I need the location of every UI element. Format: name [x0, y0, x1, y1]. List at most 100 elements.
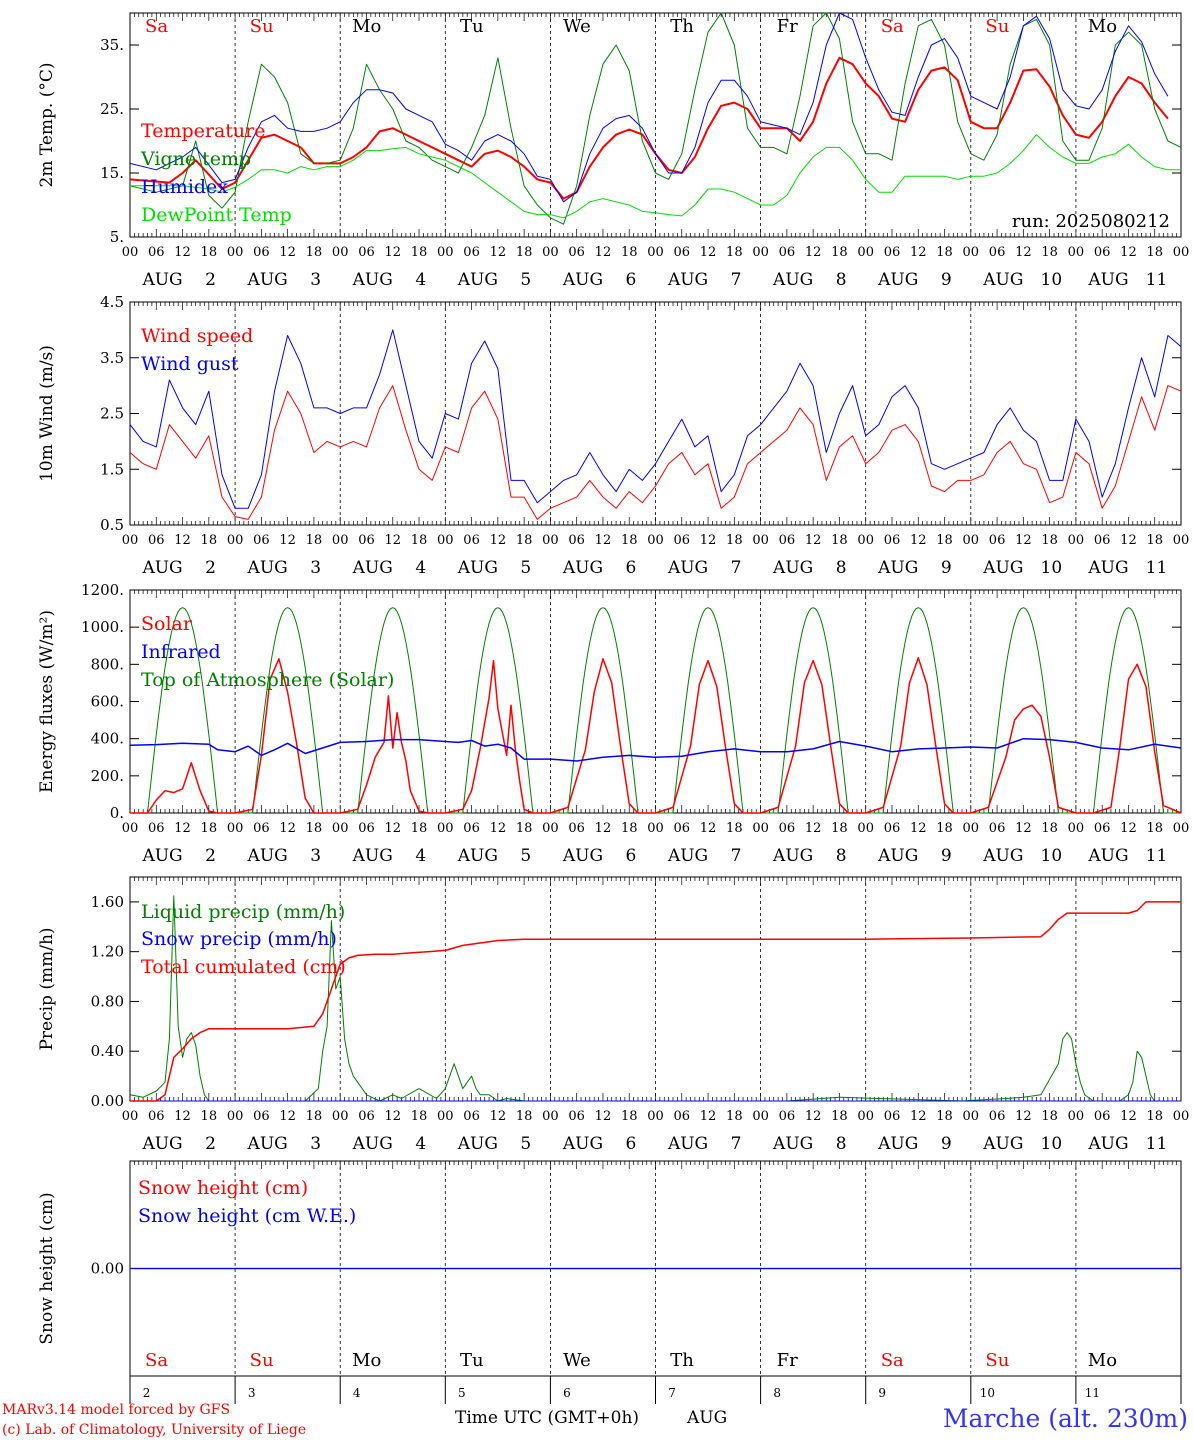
month-label: AUG: [141, 1134, 182, 1154]
date-label: 3: [310, 270, 321, 290]
y-tick-label: 0.5: [100, 516, 124, 534]
hour-label: 18: [831, 1109, 848, 1124]
date-label: 8: [836, 270, 847, 290]
month-label: AUG: [667, 846, 708, 866]
hour-label: 12: [279, 533, 296, 548]
legend-entry: Solar: [141, 613, 193, 635]
hour-label: 00: [857, 1109, 874, 1124]
hour-label: 00: [122, 821, 139, 836]
hour-label: 00: [963, 1109, 980, 1124]
hour-label: 12: [384, 245, 401, 260]
date-label: 10: [1041, 558, 1063, 578]
panel-3: 0. 200. 400. 600. 800. 1000. 1200. Energy fluxe…: [37, 581, 1189, 866]
hour-label: 00: [647, 533, 664, 548]
hour-label: 00: [122, 533, 139, 548]
month-label: AUG: [772, 1134, 813, 1154]
date-label: 7: [731, 1134, 742, 1154]
weekday-label-bottom: Mo: [352, 1350, 381, 1371]
date-label: 2: [205, 558, 216, 578]
date-label: 3: [310, 558, 321, 578]
hour-label: 00: [1173, 821, 1190, 836]
hour-label: 12: [910, 245, 927, 260]
legend-entry: Total cumulated (cm): [141, 956, 346, 978]
hour-label: 18: [1146, 1109, 1163, 1124]
hour-label: 18: [621, 821, 638, 836]
hour-label: 12: [384, 821, 401, 836]
month-label: AUG: [457, 846, 498, 866]
hour-label: 00: [227, 821, 244, 836]
series-line-dewpoint-temp: [130, 134, 1181, 219]
month-label: AUG: [982, 558, 1023, 578]
y-tick-label: 0.: [110, 804, 124, 822]
date-label: 10: [1041, 270, 1063, 290]
hour-label: 00: [542, 245, 559, 260]
weekday-label-top: Sa: [881, 16, 904, 37]
hour-label: 00: [1068, 533, 1085, 548]
hour-label: 12: [174, 245, 191, 260]
month-label: AUG: [877, 270, 918, 290]
y-tick-label: 1000.: [81, 618, 124, 636]
hour-label: 06: [779, 821, 796, 836]
bottom-date-label: 10: [980, 1386, 995, 1400]
hour-label: 18: [936, 821, 953, 836]
hour-label: 12: [595, 1109, 612, 1124]
date-label: 9: [941, 270, 952, 290]
date-label: 4: [415, 270, 426, 290]
hour-label: 06: [779, 1109, 796, 1124]
hour-label: 12: [1120, 533, 1137, 548]
legend-entry: Wind speed: [141, 325, 253, 347]
date-label: 5: [520, 846, 531, 866]
hour-label: 12: [1015, 245, 1032, 260]
date-label: 5: [520, 1134, 531, 1154]
date-label: 9: [941, 846, 952, 866]
y-tick-label: 25.: [100, 100, 124, 118]
hour-label: 00: [227, 1109, 244, 1124]
hour-label: 00: [752, 821, 769, 836]
hour-label: 12: [279, 1109, 296, 1124]
date-label: 7: [731, 558, 742, 578]
y-axis-label: Snow height (cm): [37, 1192, 57, 1344]
series-line-wind-gust: [129, 329, 1182, 509]
hour-label: 12: [805, 245, 822, 260]
hour-label: 06: [674, 245, 691, 260]
hour-label: 00: [332, 821, 349, 836]
hour-label: 12: [1015, 533, 1032, 548]
legend-entry: Snow precip (mm/h): [141, 928, 337, 950]
y-tick-label: 200.: [91, 767, 124, 785]
month-label: AUG: [352, 270, 393, 290]
hour-label: 00: [647, 245, 664, 260]
month-label: AUG: [247, 1134, 288, 1154]
hour-label: 00: [752, 245, 769, 260]
weekday-label-top: Sa: [145, 16, 168, 37]
series-line-wind-speed: [129, 385, 1182, 520]
weekday-label-bottom: Fr: [777, 1350, 798, 1371]
y-tick-label: 0.40: [91, 1042, 124, 1060]
hour-label: 00: [752, 1109, 769, 1124]
hour-label: 18: [621, 1109, 638, 1124]
date-label: 9: [941, 1134, 952, 1154]
y-tick-label: 1.60: [91, 893, 124, 911]
legend-entry: Temperature: [141, 120, 265, 142]
month-label: AUG: [562, 270, 603, 290]
hour-label: 00: [1068, 245, 1085, 260]
hour-label: 12: [384, 533, 401, 548]
month-label: AUG: [141, 558, 182, 578]
hour-label: 06: [463, 533, 480, 548]
hour-label: 00: [437, 533, 454, 548]
hour-label: 18: [726, 1109, 743, 1124]
y-axis-label: 2m Temp. (°C): [37, 62, 57, 187]
hour-label: 18: [201, 821, 218, 836]
hour-label: 00: [963, 821, 980, 836]
date-label: 2: [205, 270, 216, 290]
hour-label: 12: [174, 533, 191, 548]
hour-label: 00: [963, 245, 980, 260]
hour-label: 18: [621, 245, 638, 260]
date-label: 6: [626, 1134, 637, 1154]
month-label: AUG: [562, 1134, 603, 1154]
hour-label: 06: [253, 533, 270, 548]
hour-label: 00: [1173, 533, 1190, 548]
panel-1: 5. 15. 25. 35. 2m Temp. (°C) 00 06 12 18 AUG 2 00 06…: [37, 12, 1189, 290]
hour-label: 06: [253, 821, 270, 836]
hour-label: 12: [910, 821, 927, 836]
